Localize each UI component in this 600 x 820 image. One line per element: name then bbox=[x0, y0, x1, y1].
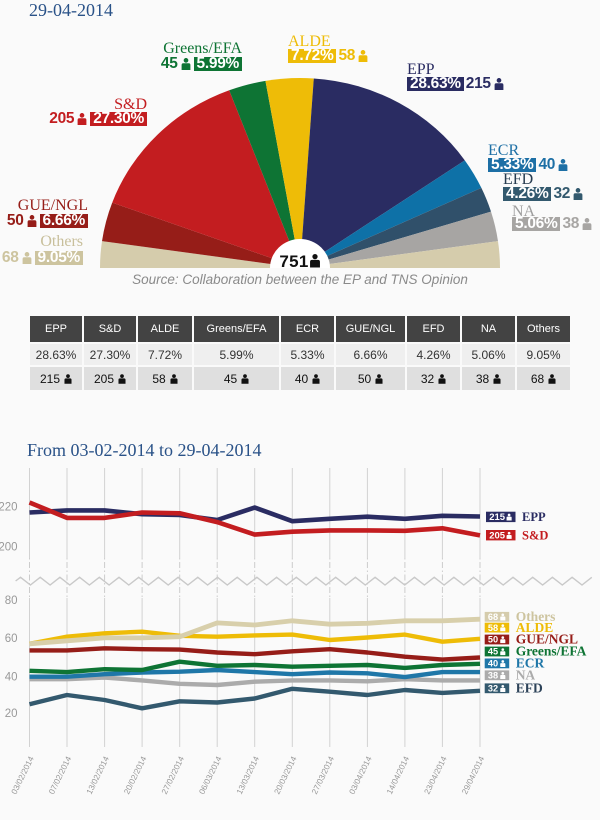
svg-text:03/02/2014: 03/02/2014 bbox=[10, 755, 36, 796]
svg-text:68: 68 bbox=[488, 612, 498, 622]
svg-text:23/04/2014: 23/04/2014 bbox=[423, 755, 449, 796]
svg-text:80: 80 bbox=[5, 595, 18, 607]
svg-text:ECR: ECR bbox=[516, 656, 545, 671]
svg-text:27/02/2014: 27/02/2014 bbox=[160, 755, 186, 796]
svg-text:20/03/2014: 20/03/2014 bbox=[273, 755, 299, 796]
svg-text:GUE/NGL: GUE/NGL bbox=[516, 632, 578, 647]
svg-text:S&D: S&D bbox=[522, 528, 548, 542]
svg-text:200: 200 bbox=[0, 542, 18, 554]
svg-text:ALDE: ALDE bbox=[516, 620, 554, 635]
svg-text:NA: NA bbox=[516, 668, 536, 683]
svg-text:32: 32 bbox=[488, 684, 498, 694]
svg-text:Others: Others bbox=[516, 609, 556, 624]
svg-text:40: 40 bbox=[488, 659, 498, 669]
svg-text:07/02/2014: 07/02/2014 bbox=[47, 755, 73, 796]
svg-text:13/02/2014: 13/02/2014 bbox=[85, 755, 111, 796]
svg-text:20/02/2014: 20/02/2014 bbox=[122, 755, 148, 796]
svg-text:EFD: EFD bbox=[516, 681, 543, 696]
svg-text:Greens/EFA: Greens/EFA bbox=[516, 644, 587, 659]
svg-text:13/03/2014: 13/03/2014 bbox=[235, 755, 261, 796]
svg-text:60: 60 bbox=[5, 633, 18, 645]
svg-text:38: 38 bbox=[488, 671, 498, 681]
svg-text:220: 220 bbox=[0, 501, 18, 513]
svg-text:EPP: EPP bbox=[522, 510, 546, 524]
svg-text:29/04/2014: 29/04/2014 bbox=[460, 755, 486, 796]
svg-text:205: 205 bbox=[489, 530, 506, 541]
svg-text:58: 58 bbox=[488, 623, 498, 633]
svg-text:06/03/2014: 06/03/2014 bbox=[197, 755, 223, 796]
svg-text:50: 50 bbox=[488, 635, 498, 645]
svg-text:45: 45 bbox=[488, 647, 498, 657]
svg-text:40: 40 bbox=[5, 672, 18, 684]
svg-text:215: 215 bbox=[489, 512, 506, 523]
svg-text:03/04/2014: 03/04/2014 bbox=[348, 755, 374, 796]
svg-text:27/03/2014: 27/03/2014 bbox=[310, 755, 336, 796]
svg-text:14/04/2014: 14/04/2014 bbox=[385, 755, 411, 796]
svg-text:20: 20 bbox=[5, 708, 18, 720]
